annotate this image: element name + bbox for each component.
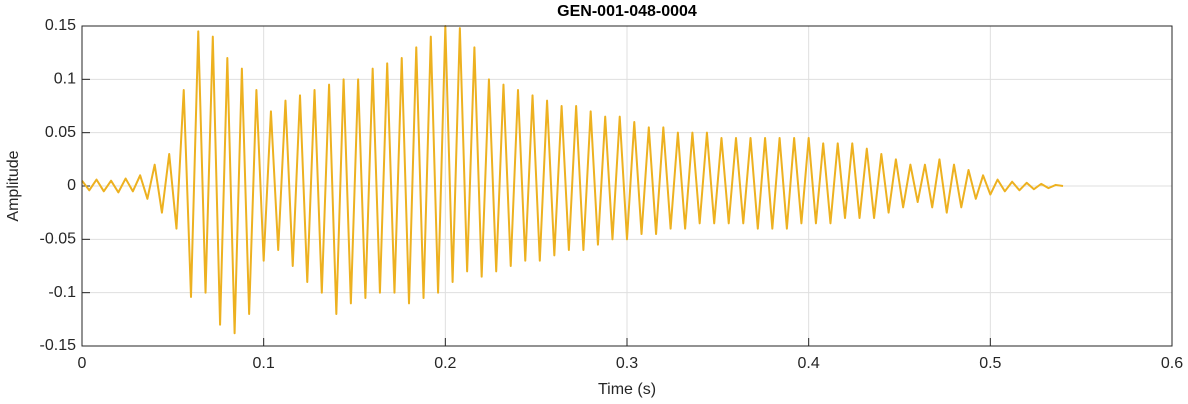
y-tick-label: 0 — [67, 177, 76, 194]
x-tick-label: 0.4 — [798, 355, 820, 372]
y-tick-label: 0.05 — [45, 124, 76, 141]
x-tick-label: 0.3 — [616, 355, 638, 372]
x-tick-label: 0.1 — [253, 355, 275, 372]
x-tick-label: 0.5 — [979, 355, 1001, 372]
y-axis-label: Amplitude — [5, 150, 22, 221]
plot-frame — [81, 25, 1173, 347]
y-tick-label: 0.15 — [45, 17, 76, 34]
y-tick-label: -0.1 — [48, 284, 76, 301]
y-tick-label: 0.1 — [54, 71, 76, 88]
x-axis-label: Time (s) — [598, 381, 656, 398]
y-tick-label: -0.05 — [40, 231, 77, 248]
x-tick-label: 0.2 — [434, 355, 456, 372]
waveform-line — [81, 25, 1064, 335]
y-tick-label: -0.15 — [40, 337, 77, 354]
x-tick-label: 0.6 — [1161, 355, 1183, 372]
chart-title: GEN-001-048-0004 — [557, 3, 697, 20]
x-tick-label: 0 — [78, 355, 87, 372]
